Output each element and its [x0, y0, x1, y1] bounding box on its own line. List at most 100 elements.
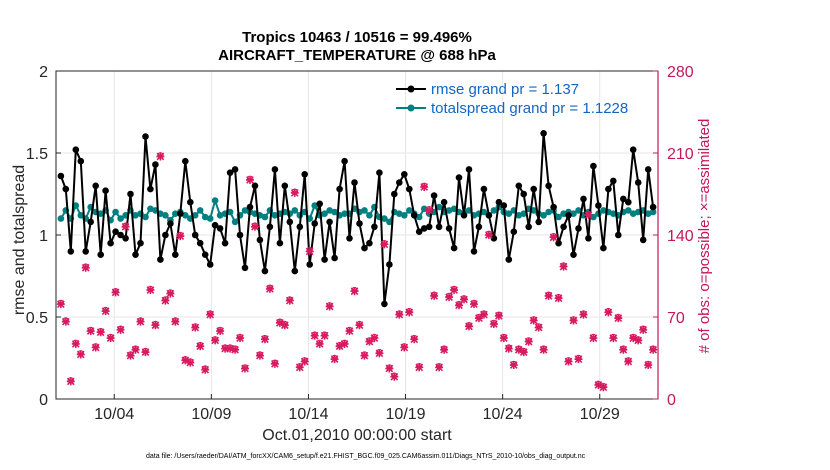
totalspread-point-115 [629, 210, 637, 217]
totalspread-point-90 [505, 210, 513, 217]
obs-assimilated-point-89 [499, 334, 508, 343]
obs-assimilated-point-68 [395, 310, 404, 319]
totalspread-point-54 [326, 207, 333, 214]
obs-assimilated-point-1 [61, 317, 70, 326]
obs-assimilated-point-87 [489, 320, 498, 329]
rmse-point-75 [430, 192, 438, 199]
legend-rmse-marker [407, 85, 415, 93]
y-tick-label-4: 2 [39, 64, 48, 81]
y-tick-label-1: 0.5 [26, 310, 48, 327]
rmse-series [57, 130, 657, 308]
rmse-point-112 [615, 231, 622, 239]
rmse-point-27 [191, 231, 199, 239]
obs-assimilated-point-91 [509, 361, 518, 370]
totalspread-point-111 [610, 210, 617, 217]
obs-assimilated-point-27 [191, 323, 200, 332]
obs-assimilated-point-22 [166, 289, 175, 298]
obs-assimilated-point-81 [460, 295, 469, 304]
y-tick-label-0: 0 [39, 392, 48, 409]
obs-assimilated-point-117 [639, 325, 648, 334]
obs-assimilated-point-6 [86, 327, 95, 336]
obs-assimilated-point-63 [370, 334, 379, 343]
rmse-point-12 [117, 231, 124, 239]
rmse-point-49 [301, 171, 309, 178]
x-tick-label-4: 10/24 [483, 406, 523, 423]
obs-assimilated-point-26 [186, 358, 195, 367]
rmse-point-96 [535, 218, 542, 226]
rmse-point-43 [271, 166, 279, 173]
rmse-point-102 [565, 212, 572, 219]
rmse-point-31 [211, 221, 219, 229]
obs-assimilated-point-50 [305, 247, 314, 256]
y-right-tick-label-0: 0 [667, 392, 676, 409]
obs-assimilated-point-59 [350, 287, 359, 296]
rmse-point-105 [580, 195, 587, 203]
totalspread-point-119 [649, 208, 657, 216]
obs-assimilated-point-39 [250, 222, 259, 231]
obs-assimilated-point-49 [300, 357, 309, 366]
rmse-point-40 [256, 236, 264, 244]
rmse-point-85 [480, 185, 488, 193]
rmse-point-100 [555, 239, 562, 247]
totalspread-point-76 [435, 203, 443, 211]
obs-assimilated-point-12 [116, 325, 125, 334]
obs-assimilated-point-5 [81, 263, 90, 272]
totalspread-point-69 [401, 212, 408, 219]
totalspread-point-12 [117, 215, 124, 222]
rmse-point-68 [396, 179, 403, 186]
rmse-point-55 [331, 254, 338, 262]
obs-assimilated-point-60 [355, 321, 364, 330]
y-right-tick-label-1: 70 [667, 310, 685, 327]
obs-assimilated-point-92 [514, 345, 523, 354]
rmse-point-104 [575, 225, 582, 232]
obs-assimilated-point-29 [201, 365, 210, 374]
obs-assimilated-point-65 [380, 240, 389, 249]
rmse-point-44 [276, 239, 284, 247]
rmse-point-87 [490, 235, 498, 242]
rmse-point-48 [296, 223, 304, 231]
obs-assimilated-point-30 [206, 310, 215, 319]
obs-assimilated-point-110 [604, 308, 613, 317]
rmse-point-36 [236, 231, 244, 239]
obs-assimilated-point-113 [619, 345, 628, 354]
y-tick-label-2: 1 [39, 228, 48, 245]
obs-assimilated-point-46 [285, 296, 294, 305]
rmse-point-83 [470, 248, 478, 255]
rmse-point-64 [376, 169, 383, 176]
rmse-point-61 [361, 244, 368, 252]
obs-assimilated-point-36 [236, 334, 245, 343]
y-ticks: 0 0.5 1 1.5 2 [26, 64, 61, 409]
totalspread-point-15 [132, 212, 139, 219]
rmse-point-97 [540, 130, 547, 137]
rmse-point-50 [306, 261, 314, 268]
obs-assimilated-point-43 [270, 359, 279, 368]
rmse-point-62 [366, 239, 373, 247]
rmse-point-4 [77, 157, 85, 165]
y-right-ticks: 0 70 140 210 280 [653, 64, 694, 409]
y-right-tick-label-4: 280 [667, 64, 694, 81]
rmse-point-17 [142, 133, 149, 140]
totalspread-point-62 [366, 212, 373, 219]
rmse-point-9 [102, 187, 109, 194]
obs-assimilated-point-94 [524, 337, 533, 346]
rmse-point-0 [57, 172, 65, 180]
obs-assimilated-point-99 [549, 233, 558, 242]
obs-assimilated-point-55 [330, 355, 339, 364]
rmse-point-29 [201, 251, 209, 258]
rmse-point-115 [629, 146, 637, 153]
rmse-point-103 [570, 251, 577, 258]
rmse-point-8 [97, 251, 104, 258]
rmse-point-113 [620, 195, 627, 203]
rmse-point-65 [381, 300, 388, 308]
rmse-point-18 [147, 185, 154, 193]
obs-assimilated-point-44 [275, 318, 284, 327]
obs-assimilated-point-0 [56, 300, 65, 309]
rmse-point-39 [251, 182, 259, 190]
obs-assimilated-point-84 [474, 314, 483, 323]
totalspread-point-30 [206, 215, 214, 222]
obs-assimilated-point-35 [231, 345, 240, 354]
obs-assimilated-point-17 [141, 348, 150, 357]
rmse-point-59 [351, 179, 358, 186]
rmse-point-70 [406, 185, 413, 193]
